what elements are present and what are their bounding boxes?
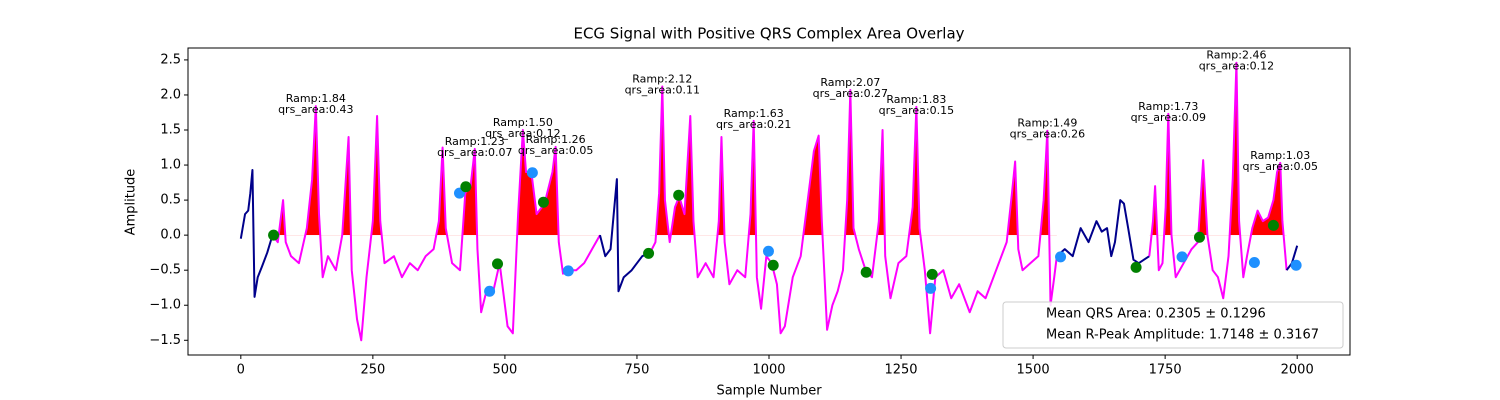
- x-axis-label: Sample Number: [716, 384, 822, 399]
- peak-marker: [1193, 231, 1205, 243]
- peak-annotation: qrs_area:0.12: [485, 127, 560, 140]
- qrs-area-fill: [1151, 62, 1284, 236]
- peak-marker: [492, 258, 504, 270]
- legend-text: Mean R-Peak Amplitude: 1.7148 ± 0.3167: [1046, 328, 1319, 343]
- ecg-line: [239, 168, 274, 298]
- peak-marker: [925, 282, 937, 294]
- qrs-area-fill: [278, 106, 559, 236]
- peak-annotation: Ramp:2.12: [632, 73, 692, 86]
- y-tick-label: −1.5: [149, 333, 181, 348]
- peak-annotation: qrs_area:0.43: [278, 103, 353, 116]
- ecg-line: [599, 178, 651, 293]
- peak-marker: [562, 265, 574, 277]
- peak-marker: [1055, 251, 1067, 263]
- peak-annotation: Ramp:2.46: [1206, 49, 1266, 62]
- peak-marker: [526, 167, 538, 179]
- peak-marker: [268, 229, 280, 241]
- peak-marker: [643, 247, 655, 259]
- peak-annotation: Ramp:1.84: [286, 92, 346, 105]
- legend-text: Mean QRS Area: 0.2305 ± 0.1296: [1046, 307, 1266, 322]
- chart-title: ECG Signal with Positive QRS Complex Are…: [573, 25, 964, 43]
- ecg-line: [1148, 61, 1288, 300]
- peak-annotation: qrs_area:0.09: [1131, 111, 1206, 124]
- peak-annotation: Ramp:1.63: [724, 107, 784, 120]
- peak-annotation: Ramp:1.73: [1138, 100, 1198, 113]
- peak-annotation: qrs_area:0.12: [1199, 60, 1274, 73]
- y-tick-label: 2.0: [160, 87, 181, 102]
- peak-marker: [1248, 256, 1260, 268]
- peak-annotation: Ramp:2.07: [820, 76, 880, 89]
- peak-annotation: qrs_area:0.05: [1243, 160, 1318, 173]
- peak-annotation: qrs_area:0.15: [879, 104, 954, 117]
- peak-annotation: Ramp:1.03: [1250, 149, 1310, 162]
- axes-frame: [187, 47, 1351, 356]
- peak-marker: [1267, 219, 1279, 231]
- x-tick-label: 750: [625, 363, 650, 378]
- y-tick-label: 2.5: [160, 52, 181, 67]
- peak-marker: [1290, 259, 1302, 271]
- peak-marker: [1176, 251, 1188, 263]
- x-tick-label: 250: [360, 363, 385, 378]
- x-tick-label: 1750: [1149, 363, 1182, 378]
- plot-area: [239, 61, 1302, 342]
- peak-marker: [926, 268, 938, 280]
- peak-annotation: Ramp:1.50: [493, 116, 553, 129]
- peak-annotation: Ramp:1.23: [445, 135, 505, 148]
- y-tick-label: 1.0: [160, 158, 181, 173]
- peak-annotation: qrs_area:0.21: [716, 118, 791, 131]
- y-tick-label: 1.5: [160, 123, 181, 138]
- peak-annotation: qrs_area:0.27: [813, 87, 888, 100]
- peak-marker: [460, 181, 472, 193]
- y-tick-label: −1.0: [149, 298, 181, 313]
- peak-annotation: Ramp:1.83: [886, 93, 946, 106]
- ecg-line: [271, 105, 601, 342]
- x-tick-label: 1000: [752, 363, 785, 378]
- y-tick-label: 0.5: [160, 193, 181, 208]
- peak-annotation: Ramp:1.49: [1017, 117, 1077, 130]
- legend-box: [1002, 301, 1344, 349]
- peak-marker: [1130, 261, 1142, 273]
- peak-marker: [673, 189, 685, 201]
- ecg-line: [649, 85, 1058, 335]
- peak-annotation: qrs_area:0.05: [518, 144, 593, 157]
- peak-marker: [860, 266, 872, 278]
- peak-marker: [484, 285, 496, 297]
- y-axis-label: Amplitude: [124, 169, 139, 236]
- x-tick-label: 1250: [884, 363, 917, 378]
- peak-annotation: qrs_area:0.26: [1010, 128, 1085, 141]
- y-tick-label: 0.0: [160, 228, 181, 243]
- x-tick-label: 0: [237, 363, 245, 378]
- peak-marker: [762, 245, 774, 257]
- y-tick-label: −0.5: [149, 263, 181, 278]
- x-tick-label: 1500: [1017, 363, 1050, 378]
- peak-marker: [537, 196, 549, 208]
- ecg-line: [1056, 199, 1150, 265]
- peak-annotation: qrs_area:0.11: [625, 84, 700, 97]
- peak-annotation: qrs_area:0.07: [437, 146, 512, 159]
- x-tick-label: 500: [492, 363, 517, 378]
- x-tick-label: 2000: [1281, 363, 1314, 378]
- peak-annotation: Ramp:1.26: [526, 133, 586, 146]
- peak-marker: [767, 259, 779, 271]
